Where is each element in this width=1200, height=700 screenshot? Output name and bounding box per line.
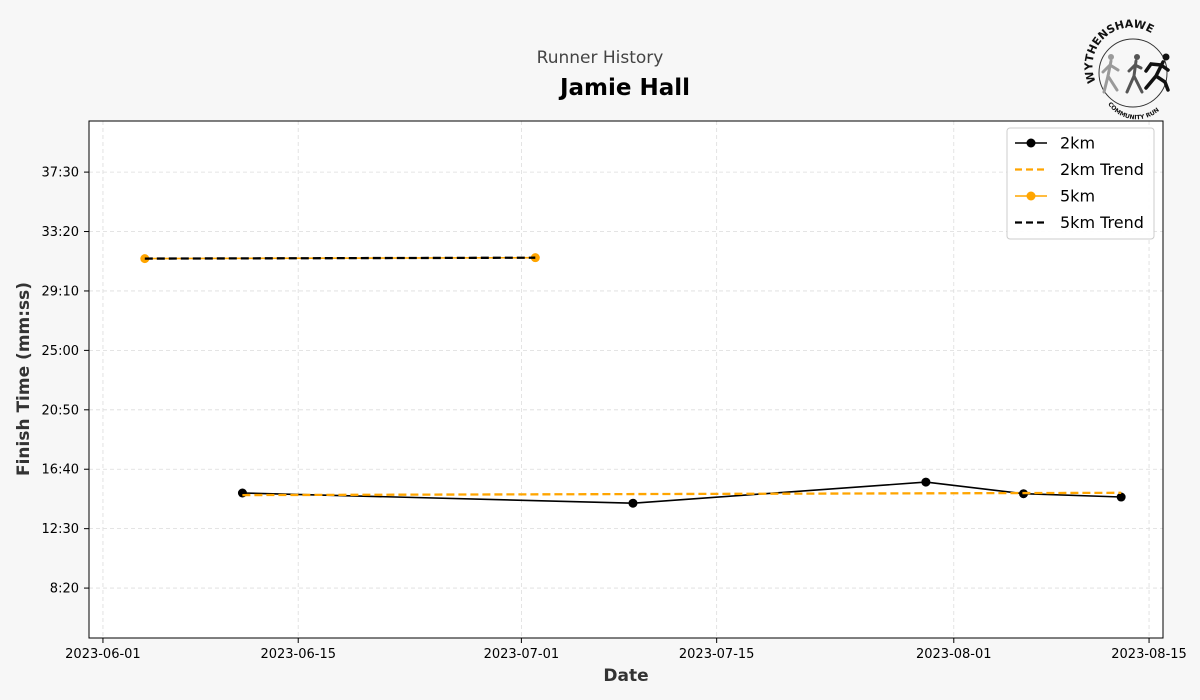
data-point-2km — [921, 477, 931, 487]
legend-box — [1006, 127, 1155, 240]
y-tick-label: 37:30 — [42, 166, 79, 181]
y-tick-label: 8:20 — [50, 582, 79, 597]
runner-grey-icon — [1101, 54, 1120, 94]
x-axis-title: Date — [603, 666, 648, 686]
legend-item-2km-trend: 2km Trend — [1015, 160, 1144, 179]
series-layer — [140, 253, 1126, 508]
legend: 2km 2km Trend 5km 5km Trend — [1006, 127, 1155, 240]
chart-title: Jamie Hall — [558, 75, 690, 101]
runner-dark-grey-icon — [1125, 54, 1144, 94]
logo-arc-text: WYTHENSHAWE — [1082, 17, 1156, 85]
y-tick-label: 12:30 — [42, 522, 79, 537]
y-axis-title: Finish Time (mm:ss) — [14, 282, 34, 476]
legend-item-5km-trend: 5km Trend — [1015, 213, 1144, 232]
x-tick-label: 2023-06-01 — [65, 647, 141, 662]
plot-area — [89, 121, 1163, 638]
legend-marker — [1026, 138, 1036, 148]
x-tick-label: 2023-06-15 — [260, 647, 336, 662]
x-tick-label: 2023-08-15 — [1111, 647, 1187, 662]
y-tick-label: 20:50 — [42, 403, 79, 418]
y-tick-label: 16:40 — [42, 463, 79, 478]
y-tick-label: 25:00 — [42, 344, 79, 359]
grid — [89, 121, 1163, 638]
data-point-2km — [628, 498, 638, 508]
legend-label: 5km Trend — [1060, 213, 1144, 232]
series-line-5km-trend — [144, 256, 536, 260]
ticks: 2023-06-01 2023-06-15 2023-07-01 2023-07-15… — [42, 166, 1187, 662]
series-line-2km-trend — [242, 491, 1122, 497]
legend-label: 5km — [1060, 187, 1095, 206]
legend-marker — [1026, 191, 1036, 201]
legend-label: 2km Trend — [1060, 160, 1144, 179]
x-tick-label: 2023-07-01 — [484, 647, 560, 662]
wythenshawe-logo: WYTHENSHAWE COMMUNITY RUN — [1082, 17, 1170, 121]
x-tick-label: 2023-08-01 — [916, 647, 992, 662]
logo-ring — [1098, 38, 1168, 108]
y-tick-label: 29:10 — [42, 284, 79, 299]
data-point-5km — [140, 254, 150, 264]
plot-frame — [88, 120, 1164, 639]
data-point-2km — [1116, 492, 1126, 502]
legend-item-2km: 2km — [1015, 134, 1095, 153]
data-point-5km — [530, 253, 540, 263]
runner-black-icon — [1144, 53, 1170, 92]
x-tick-label: 2023-07-15 — [679, 647, 755, 662]
logo-sub-text: COMMUNITY RUN — [1106, 101, 1160, 121]
y-tick-label: 33:20 — [42, 225, 79, 240]
legend-label: 2km — [1060, 134, 1095, 153]
legend-item-5km: 5km — [1015, 187, 1095, 206]
chart-suptitle: Runner History — [537, 48, 664, 68]
